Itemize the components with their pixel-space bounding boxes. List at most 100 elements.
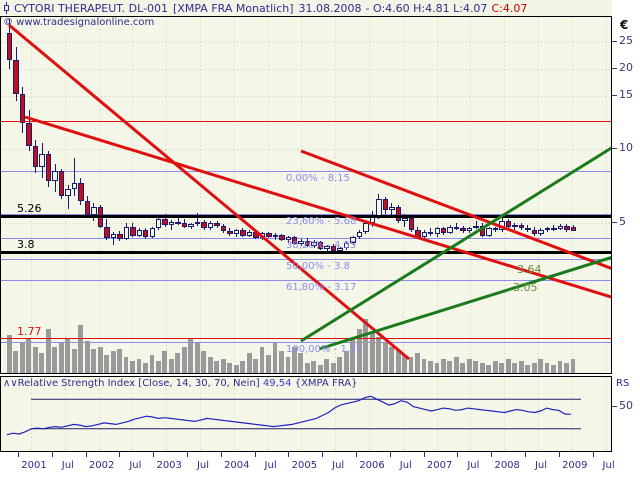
candle-body bbox=[317, 242, 324, 250]
volume-bar bbox=[246, 353, 252, 373]
candlestick bbox=[110, 17, 117, 373]
candle-body bbox=[39, 154, 45, 167]
volume-bar bbox=[175, 353, 181, 373]
volume-bar bbox=[440, 359, 446, 373]
candlestick bbox=[382, 17, 389, 373]
grid-line bbox=[470, 17, 472, 373]
candlestick bbox=[531, 17, 538, 373]
time-tick-2003: 2003 bbox=[156, 460, 182, 471]
volume-bar bbox=[317, 365, 323, 373]
volume-bar bbox=[428, 361, 433, 373]
candlestick bbox=[525, 17, 531, 373]
candle-body bbox=[188, 223, 194, 227]
candlestick bbox=[162, 17, 168, 373]
candle-body bbox=[285, 237, 291, 241]
rsi-line bbox=[6, 395, 571, 436]
candle-body bbox=[84, 201, 91, 215]
volume-bar bbox=[45, 329, 51, 373]
price-chart-panel[interactable]: 0,00% - 8.15 23,60% - 5.68 38,20% - 4.55 50… bbox=[0, 16, 612, 374]
candlestick bbox=[175, 17, 181, 373]
candle-body bbox=[544, 228, 551, 231]
price-tick-5: 5 bbox=[612, 215, 626, 228]
volume-bar bbox=[71, 349, 77, 373]
volume-bar bbox=[369, 333, 375, 373]
candlestick bbox=[428, 17, 434, 373]
time-tick-2001: 2001 bbox=[21, 460, 47, 471]
volume-bar bbox=[311, 361, 317, 373]
volume-bar bbox=[168, 359, 174, 373]
candle-body bbox=[531, 230, 538, 234]
time-tick-2002: 2002 bbox=[88, 460, 115, 471]
grid-line bbox=[369, 17, 370, 373]
candlestick bbox=[78, 17, 84, 373]
candle-body bbox=[65, 188, 71, 196]
candle-body bbox=[207, 223, 214, 229]
candlestick bbox=[117, 17, 123, 373]
candle-body bbox=[343, 242, 350, 249]
candle-wick bbox=[527, 224, 529, 233]
candlestick bbox=[45, 17, 52, 373]
candlestick bbox=[188, 17, 194, 373]
candlestick bbox=[343, 17, 350, 373]
rsi-panel[interactable]: ∧∨Relative Strength Index [Close, 14, 30… bbox=[0, 376, 612, 452]
volume-bar bbox=[505, 359, 511, 373]
candle-body bbox=[91, 206, 97, 215]
volume-bars bbox=[1, 17, 611, 373]
candlestick bbox=[26, 17, 32, 373]
time-axis: 2001 Jul 2002 Jul 2003 Jul 2004 Jul 2005 Jul 2006 J… bbox=[0, 452, 640, 480]
candlestick bbox=[337, 17, 343, 373]
volume-bar bbox=[544, 363, 550, 373]
time-tick-Jul: Jul bbox=[399, 460, 412, 471]
volume-bar bbox=[240, 361, 246, 373]
grid-line bbox=[166, 377, 168, 451]
candlestick bbox=[486, 17, 492, 373]
time-tick-mark bbox=[525, 452, 526, 457]
volume-bar bbox=[214, 361, 220, 373]
volume-bar bbox=[104, 355, 110, 373]
grid-line bbox=[1, 42, 611, 43]
grid-line bbox=[402, 17, 404, 373]
volume-bar bbox=[499, 363, 505, 373]
volume-bar bbox=[233, 365, 239, 373]
candle-body bbox=[466, 227, 473, 232]
candle-body bbox=[227, 231, 233, 234]
candle-body bbox=[162, 219, 168, 225]
candle-body bbox=[130, 226, 136, 236]
volume-bar bbox=[356, 329, 362, 373]
candle-body bbox=[525, 228, 531, 231]
candlestick bbox=[272, 17, 279, 373]
volume-bar bbox=[117, 349, 122, 373]
volume-bar bbox=[557, 361, 563, 373]
fibonacci-lines bbox=[1, 17, 611, 373]
volume-bar bbox=[97, 347, 103, 373]
red-downtrend-2 bbox=[24, 115, 611, 299]
volume-bar bbox=[84, 341, 90, 373]
candlestick bbox=[311, 17, 317, 373]
candlestick bbox=[544, 17, 551, 373]
candle-body bbox=[570, 226, 576, 232]
grid-line bbox=[132, 377, 134, 451]
candle-body bbox=[149, 228, 155, 238]
candlestick bbox=[123, 17, 130, 373]
chart-header: CYTORI THERAPEUT. DL-001 [XMPA FRA Monat… bbox=[0, 0, 612, 16]
volume-bar bbox=[266, 355, 271, 373]
candle-wick bbox=[112, 232, 114, 245]
time-tick-mark bbox=[322, 452, 324, 457]
candlestick bbox=[356, 17, 363, 373]
candle-body bbox=[7, 32, 13, 61]
candle-body bbox=[32, 146, 39, 167]
candle-wick bbox=[171, 220, 173, 231]
grid-line bbox=[31, 377, 32, 451]
candlestick bbox=[201, 17, 207, 373]
volume-bar bbox=[486, 365, 492, 373]
time-tick-mark bbox=[18, 452, 19, 457]
volume-bar bbox=[272, 343, 278, 373]
support-3-8 bbox=[1, 251, 611, 254]
red-downtrend-3 bbox=[300, 149, 611, 270]
candle-body bbox=[104, 226, 110, 239]
candle-body bbox=[311, 242, 317, 246]
grid-line bbox=[605, 377, 607, 451]
rsi-axis: RS 50 bbox=[612, 376, 640, 452]
volume-bar bbox=[395, 351, 401, 373]
